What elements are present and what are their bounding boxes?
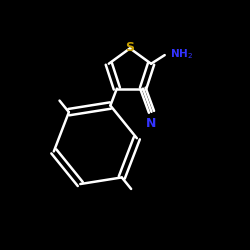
Text: S: S bbox=[126, 40, 134, 54]
Text: NH$_2$: NH$_2$ bbox=[170, 47, 193, 61]
Text: N: N bbox=[146, 117, 157, 130]
